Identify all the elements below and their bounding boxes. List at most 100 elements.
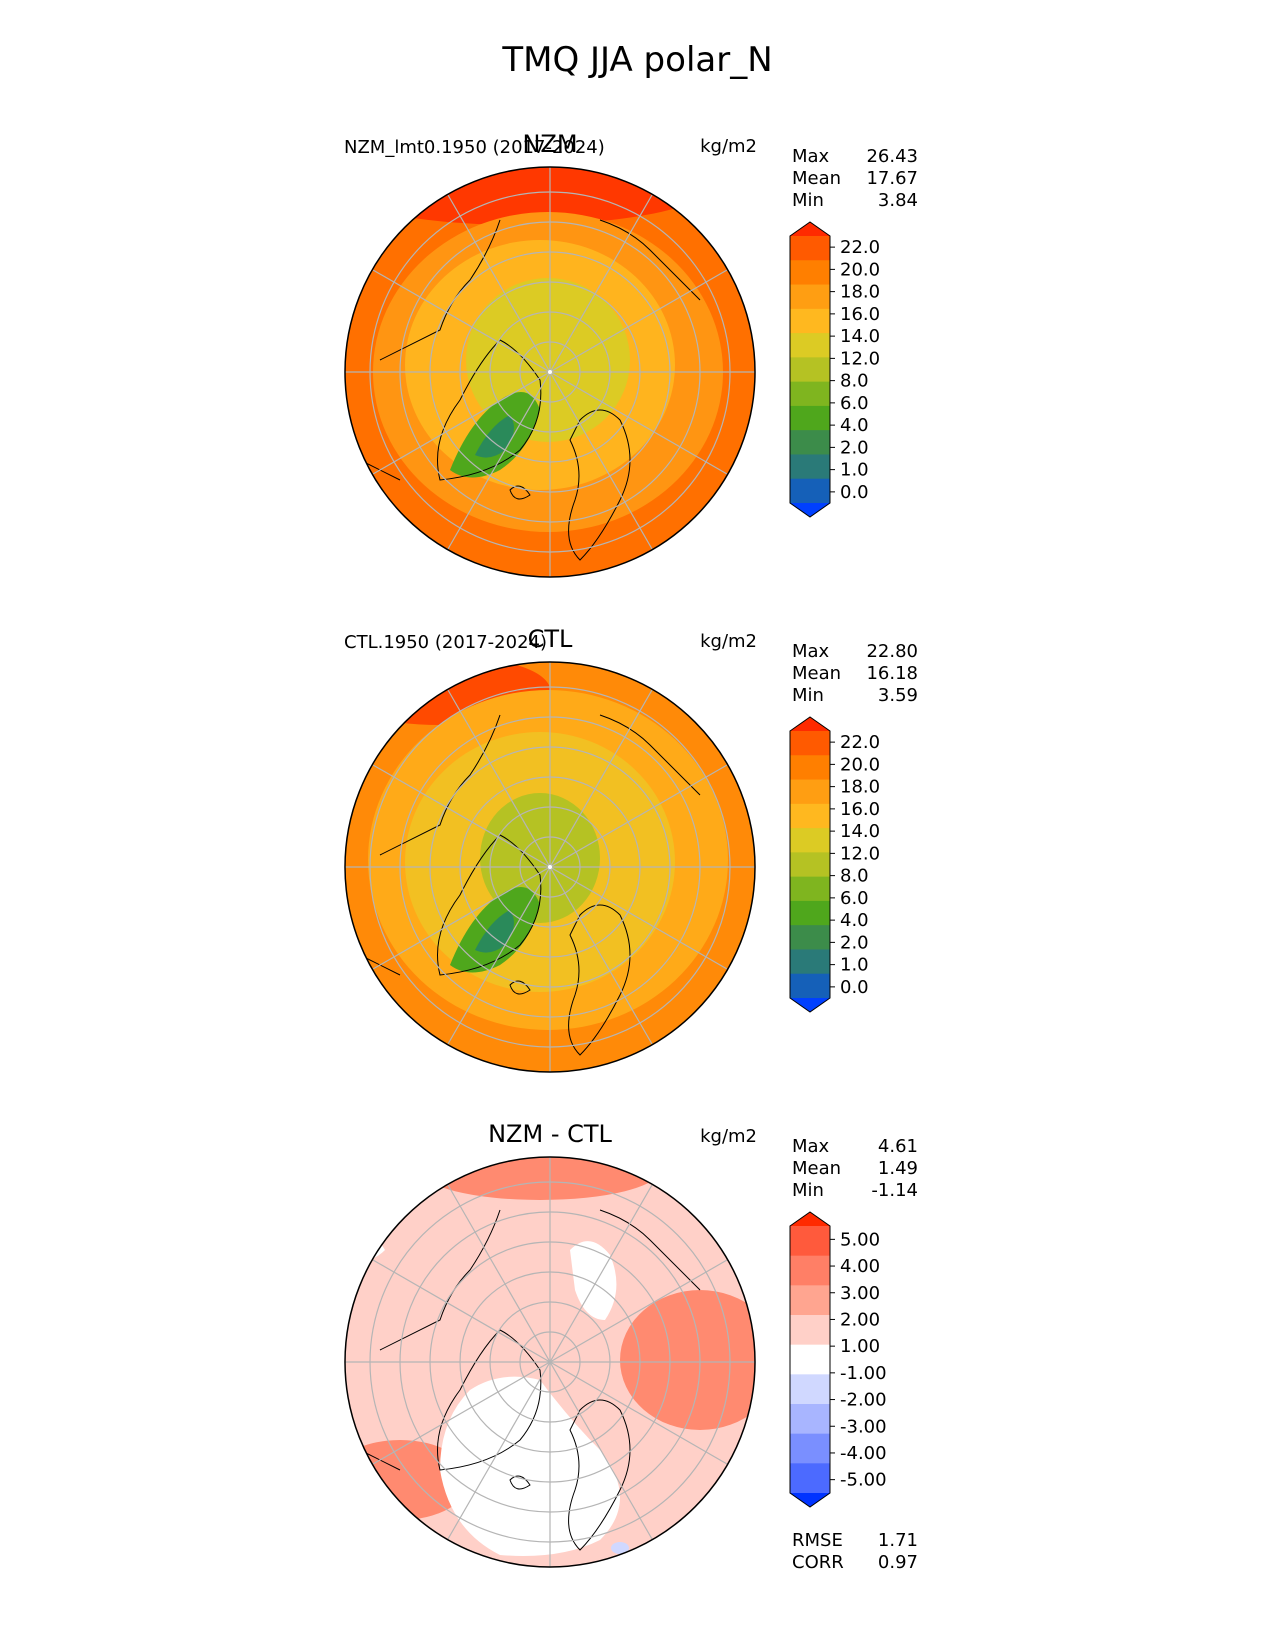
colorbar-segment <box>790 1255 830 1286</box>
field-greenland <box>440 1376 620 1556</box>
stat-label: Min <box>792 685 824 706</box>
colorbar-segment <box>790 1374 830 1405</box>
map-boundary <box>344 166 756 578</box>
stat-value: 17.67 <box>866 168 918 189</box>
colorbar: 22.020.018.016.014.012.08.06.04.02.01.00… <box>789 221 880 518</box>
colorbar-outline <box>789 221 831 518</box>
panel-left-label: NZM_lmt0.1950 (2017-2024) <box>344 137 605 158</box>
colorbar-segment <box>790 1344 830 1375</box>
colorbar-segment <box>790 1404 830 1435</box>
colorbar-segment <box>790 284 830 310</box>
colorbar-extend-bottom <box>790 998 830 1012</box>
stat-label: Min <box>792 1180 824 1201</box>
colorbar-tick-label: 16.0 <box>840 799 880 820</box>
colorbar-segment <box>790 803 830 829</box>
colorbar-segment <box>790 1433 830 1464</box>
colorbar-tick-label: 2.0 <box>840 437 869 458</box>
map-boundary <box>344 1156 756 1568</box>
colorbar-segment <box>790 949 830 975</box>
colorbar-tick-label: 12.0 <box>840 348 880 369</box>
colorbar-tick-label: 0.0 <box>840 482 869 503</box>
colorbar-tick-label: 2.0 <box>840 932 869 953</box>
colorbar-segment <box>790 1463 830 1494</box>
colorbar-outline <box>789 716 831 1013</box>
colorbar-extend-top <box>790 717 830 731</box>
colorbar-tick-label: 1.00 <box>840 1336 880 1357</box>
colorbar-segment <box>790 755 830 781</box>
colorbar-segment <box>790 852 830 878</box>
colorbar-tick-label: 4.0 <box>840 415 869 436</box>
colorbar-tick-label: 5.00 <box>840 1229 880 1250</box>
stat-label: Mean <box>792 168 841 189</box>
colorbar-segment <box>790 260 830 286</box>
stat-value: 1.49 <box>878 1158 918 1179</box>
colorbar-tick-label: -4.00 <box>840 1443 887 1464</box>
colorbar-tick-label: 6.0 <box>840 888 869 909</box>
colorbar-tick-label: 22.0 <box>840 732 880 753</box>
colorbar-outline <box>789 1211 831 1508</box>
map-field <box>345 662 755 1072</box>
panel-title: NZM - CTL <box>488 1120 612 1148</box>
colorbar-extend-top <box>790 1212 830 1226</box>
colorbar-extend-bottom <box>790 503 830 517</box>
stat-value: 22.80 <box>866 641 918 662</box>
colorbar-tick-label: 4.0 <box>840 910 869 931</box>
panel-units: kg/m2 <box>700 631 757 652</box>
colorbar-segment <box>790 900 830 926</box>
stat-label: Min <box>792 190 824 211</box>
stat-label: Mean <box>792 1158 841 1179</box>
field-greenland-core <box>570 1241 617 1320</box>
metric-label: RMSE <box>792 1530 843 1551</box>
colorbar-tick-label: 8.0 <box>840 866 869 887</box>
colorbar-segment <box>790 478 830 504</box>
colorbar-tick-label: 14.0 <box>840 821 880 842</box>
colorbar-segment <box>790 357 830 383</box>
colorbar-tick-label: 22.0 <box>840 237 880 258</box>
colorbar-segment <box>790 308 830 334</box>
figure-title: TMQ JJA polar_N <box>502 40 773 80</box>
colorbar-tick-label: 0.0 <box>840 977 869 998</box>
graticule <box>345 1157 755 1567</box>
stat-value: 3.84 <box>878 190 918 211</box>
panel-units: kg/m2 <box>700 1126 757 1147</box>
colorbar-tick-label: 6.0 <box>840 393 869 414</box>
colorbar-tick-label: 4.00 <box>840 1256 880 1277</box>
stat-value: 4.61 <box>878 1136 918 1157</box>
metric-value: 0.97 <box>878 1552 918 1573</box>
colorbar: 22.020.018.016.014.012.08.06.04.02.01.00… <box>789 716 880 1013</box>
stat-label: Max <box>792 1136 830 1157</box>
panel-units: kg/m2 <box>700 136 757 157</box>
metric-value: 1.71 <box>878 1530 918 1551</box>
colorbar-tick-label: -5.00 <box>840 1470 887 1491</box>
stat-value: 26.43 <box>866 146 918 167</box>
colorbar: 5.00 4.00 3.00 2.00 1.00 -1.00 -2.00 -3.00 -4.00… <box>789 1211 887 1508</box>
panel-difference: NZM - CTL kg/m2 Max 4.61 Mean 1.49 Min -… <box>344 1120 918 1573</box>
colorbar-tick-label: 1.0 <box>840 955 869 976</box>
stat-label: Max <box>792 146 830 167</box>
colorbar-segment <box>790 973 830 999</box>
colorbar-tick-label: 1.0 <box>840 460 869 481</box>
colorbar-segment <box>790 731 830 756</box>
panel-left-label: CTL.1950 (2017-2024) <box>344 632 547 653</box>
panel-title: CTL <box>528 625 573 653</box>
colorbar-segment <box>790 454 830 480</box>
colorbar-tick-label: 14.0 <box>840 326 880 347</box>
colorbar-tick-label: -2.00 <box>840 1390 887 1411</box>
colorbar-tick-label: 20.0 <box>840 754 880 775</box>
colorbar-segment <box>790 381 830 407</box>
colorbar-tick-label: 16.0 <box>840 304 880 325</box>
colorbar-tick-label: 12.0 <box>840 843 880 864</box>
panel-title: NZM <box>522 130 577 158</box>
field-greenland-core <box>475 910 514 953</box>
stat-value: 3.59 <box>878 685 918 706</box>
panel-ctl: CTL CTL.1950 (2017-2024) kg/m2 Max 22.80… <box>344 625 918 1073</box>
stat-value: -1.14 <box>871 1180 918 1201</box>
colorbar-segment <box>790 405 830 431</box>
stat-label: Mean <box>792 663 841 684</box>
colorbar-segment <box>790 430 830 455</box>
colorbar-tick-label: 8.0 <box>840 371 869 392</box>
colorbar-segment <box>790 1285 830 1316</box>
colorbar-extend-top <box>790 222 830 236</box>
colorbar-segment <box>790 1226 830 1257</box>
